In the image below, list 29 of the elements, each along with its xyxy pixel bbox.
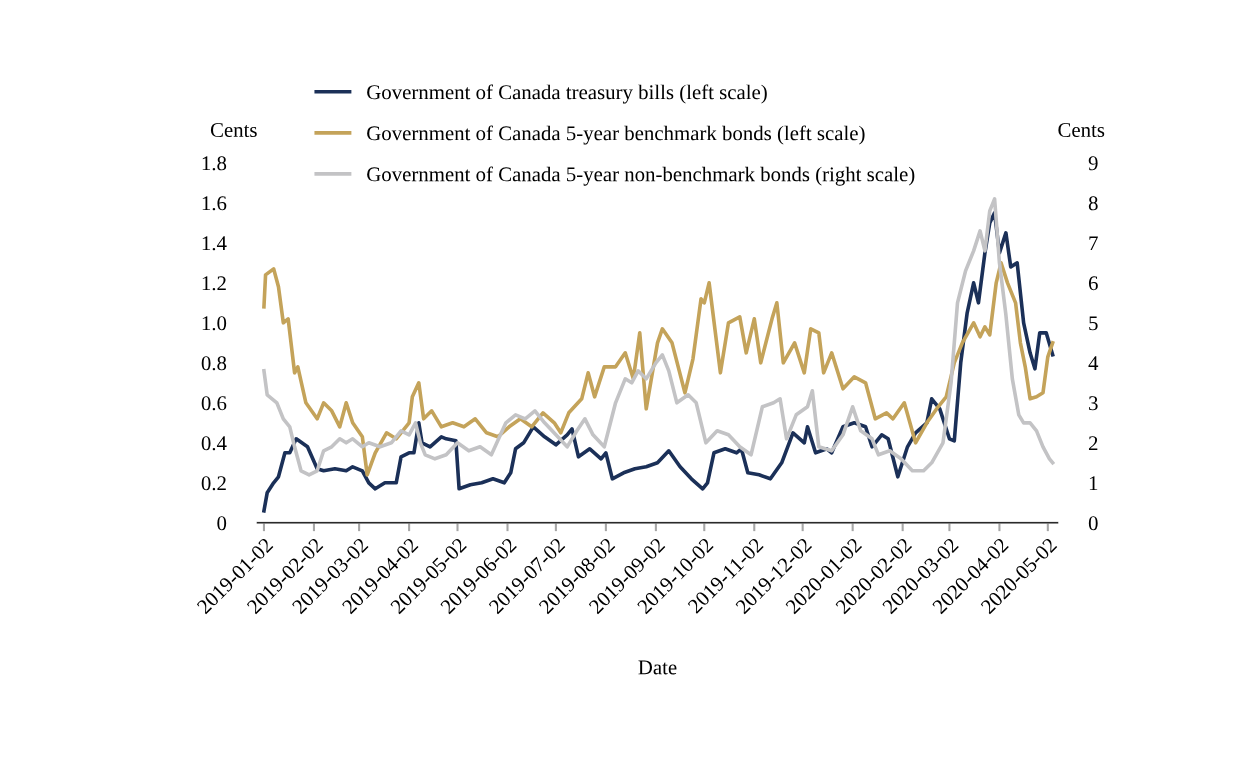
y2-tick-label: 2 (1088, 436, 1098, 451)
line-series (262, 261, 1055, 477)
y-tick-label: 0 (217, 516, 227, 531)
y2-tick-label: 6 (1088, 276, 1098, 291)
legend-label: Government of Canada 5-year benchmark bonds (left scale) (367, 125, 865, 145)
x-axis-title: Date (638, 660, 677, 675)
line-series (262, 211, 1055, 513)
legend-label: Government of Canada 5-year non-benchmark bonds (right scale) (367, 166, 915, 186)
y2-axis-title: Cents (1058, 123, 1105, 138)
y2-tick-label: 0 (1088, 516, 1098, 531)
y-axis-title: Cents (210, 123, 257, 138)
y2-tick-label: 7 (1089, 236, 1098, 251)
y-tick-label: 1.0 (202, 316, 227, 331)
legend-label: Government of Canada treasury bills (left scale) (367, 84, 767, 104)
y-tick-label: 0.2 (201, 476, 226, 491)
y-tick-label: 0.8 (201, 356, 227, 371)
y-tick-label: 0.4 (201, 436, 227, 451)
y2-tick-label: 1 (1089, 476, 1098, 491)
y2-tick-label: 9 (1088, 156, 1098, 171)
y2-tick-label: 5 (1089, 316, 1098, 331)
line-series (262, 197, 1055, 477)
y-tick-label: 1.8 (202, 156, 227, 171)
y2-tick-label: 3 (1089, 396, 1098, 411)
y-tick-label: 0.6 (201, 396, 227, 411)
y-tick-label: 1.6 (202, 196, 227, 211)
y2-tick-label: 8 (1088, 196, 1098, 211)
y-tick-label: 1.2 (202, 276, 226, 291)
y2-tick-label: 4 (1088, 356, 1099, 371)
y-tick-label: 1.4 (202, 236, 227, 251)
